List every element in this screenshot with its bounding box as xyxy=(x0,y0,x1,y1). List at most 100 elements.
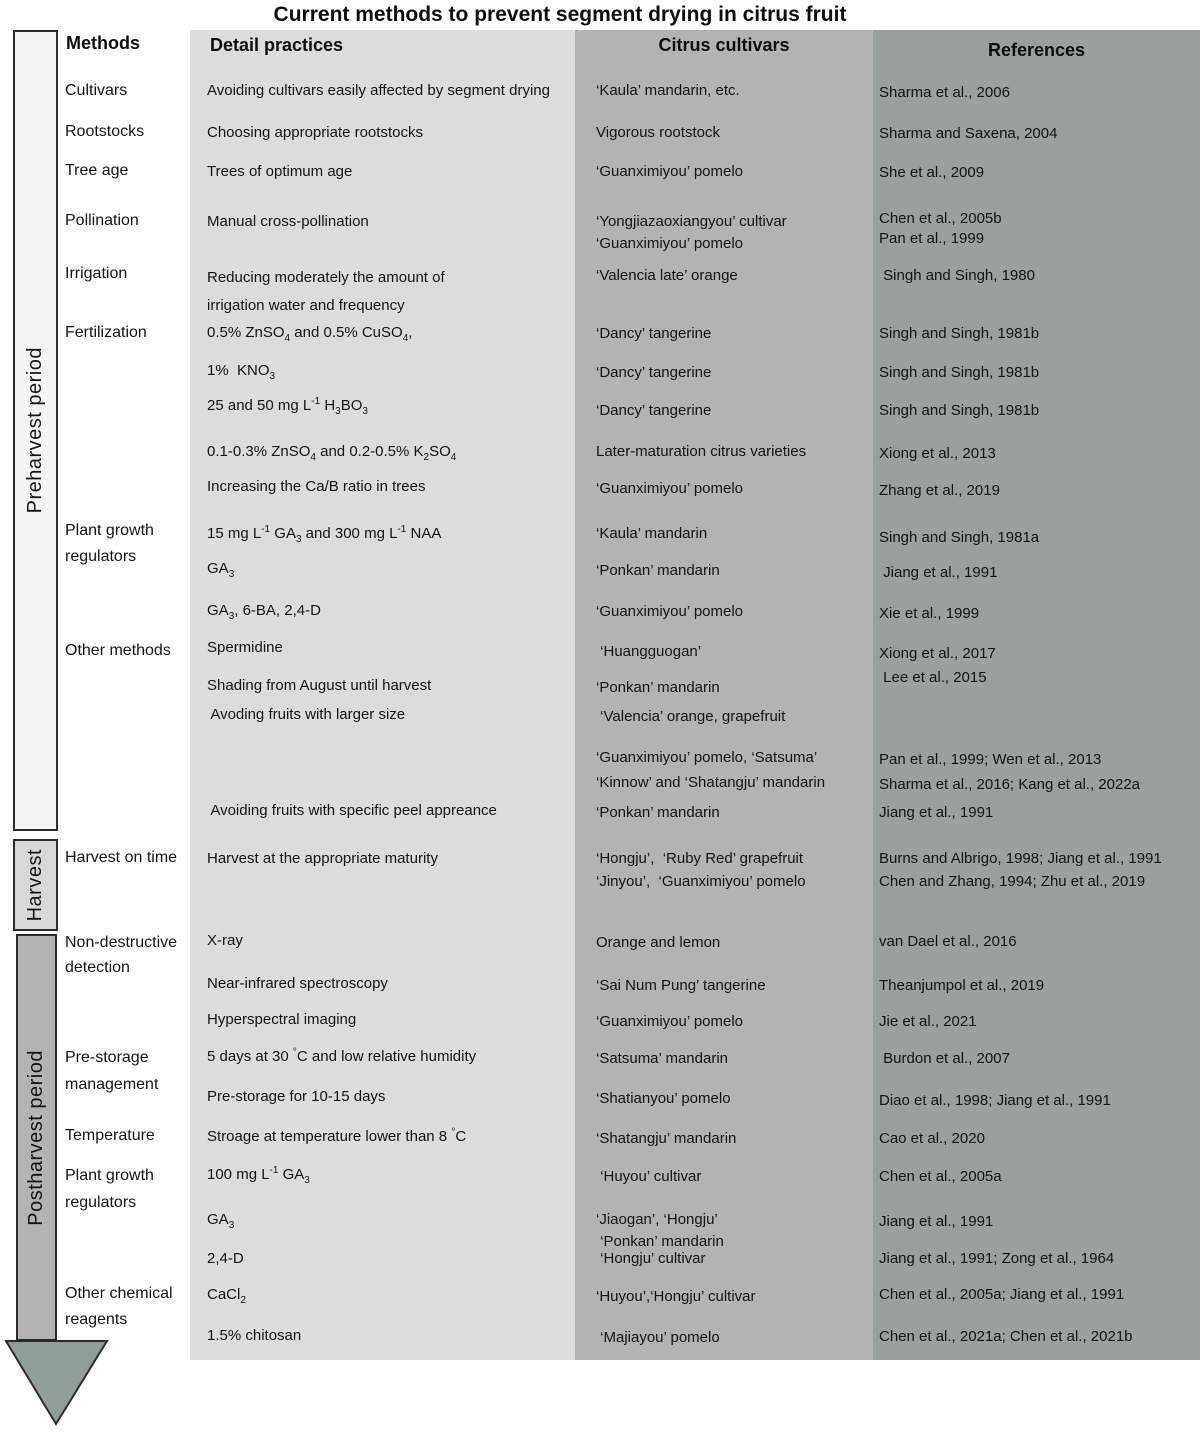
cultivars-cell: ‘Ponkan’ mandarin xyxy=(596,562,720,579)
practice-cell: 5 days at 30 °C and low relative humidit… xyxy=(207,1047,477,1066)
references-cell: Chen et al., 2021a; Chen et al., 2021b xyxy=(879,1328,1133,1345)
phase-label-harvest: Harvest xyxy=(24,848,46,922)
method-cell: Pollination xyxy=(65,212,139,229)
practice-cell: Spermidine xyxy=(207,639,283,656)
references-cell: Singh and Singh, 1980 xyxy=(879,267,1035,284)
cultivars-cell: ‘Guanximiyou’ pomelo xyxy=(596,603,744,620)
references-cell: Lee et al., 2015 xyxy=(879,669,987,686)
down-arrowhead-icon xyxy=(4,1340,109,1426)
practice-cell: CaCl2 xyxy=(207,1286,246,1306)
practice-cell: 0.1-0.3% ZnSO4 and 0.2-0.5% K2SO4 xyxy=(207,443,457,463)
cultivars-cell: ‘Huyou’,‘Hongju’ cultivar xyxy=(596,1288,756,1305)
practices-column-background xyxy=(190,30,575,1360)
references-cell: Jiang et al., 1991 xyxy=(879,804,994,821)
cultivars-cell: ‘Sai Num Pung’ tangerine xyxy=(596,977,766,994)
practice-cell: Stroage at temperature lower than 8 °C xyxy=(207,1127,467,1146)
practice-cell: GA3 xyxy=(207,1211,235,1231)
references-cell: Burdon et al., 2007 xyxy=(879,1050,1010,1067)
practice-cell: Choosing appropriate rootstocks xyxy=(207,124,423,141)
cultivars-column-background xyxy=(575,30,873,1360)
practice-cell: Trees of optimum age xyxy=(207,163,353,180)
cultivars-cell: ‘Valencia’ orange, grapefruit xyxy=(596,708,786,725)
method-cell: Other methods xyxy=(65,642,171,659)
practice-cell: GA3, 6-BA, 2,4-D xyxy=(207,602,321,622)
practice-cell: 25 and 50 mg L-1 H3BO3 xyxy=(207,396,368,417)
figure-title: Current methods to prevent segment dryin… xyxy=(273,3,847,26)
references-cell: van Dael et al., 2016 xyxy=(879,933,1017,950)
references-cell: Xie et al., 1999 xyxy=(879,605,980,622)
cultivars-cell: ‘Kaula’ mandarin xyxy=(596,525,708,542)
references-cell: Xiong et al., 2013 xyxy=(879,445,996,462)
references-cell: Jiang et al., 1991; Zong et al., 1964 xyxy=(879,1250,1115,1267)
practice-cell: Manual cross-pollination xyxy=(207,213,369,230)
practice-cell: 100 mg L-1 GA3 xyxy=(207,1165,310,1186)
cultivars-cell: ‘Guanximiyou’ pomelo xyxy=(596,480,744,497)
method-cell: Irrigation xyxy=(65,265,128,282)
practice-cell: X-ray xyxy=(207,932,243,949)
cultivars-cell: ‘Majiayou’ pomelo xyxy=(596,1329,720,1346)
references-cell: Burns and Albrigo, 1998; Jiang et al., 1… xyxy=(879,850,1162,890)
cultivars-cell: ‘Shatianyou’ pomelo xyxy=(596,1090,731,1107)
method-cell: Other chemical reagents xyxy=(65,1285,173,1328)
references-cell: Zhang et al., 2019 xyxy=(879,482,1000,499)
references-cell: Singh and Singh, 1981b xyxy=(879,402,1040,419)
cultivars-cell: ‘Huangguogan’ xyxy=(596,643,702,660)
practice-cell: Hyperspectral imaging xyxy=(207,1011,357,1028)
column-header-methods: Methods xyxy=(66,33,140,53)
practice-cell: 2,4-D xyxy=(207,1250,244,1267)
cultivars-cell: ‘Hongju’, ‘Ruby Red’ grapefruit ‘Jinyou’,… xyxy=(596,850,806,890)
cultivars-cell: ‘Ponkan’ mandarin xyxy=(596,804,720,821)
method-cell: Cultivars xyxy=(65,82,128,99)
method-cell: Tree age xyxy=(65,162,129,179)
references-cell: Diao et al., 1998; Jiang et al., 1991 xyxy=(879,1092,1111,1109)
cultivars-cell: ‘Shatangju’ mandarin xyxy=(596,1130,737,1147)
phase-arrow-postharvest: Postharvest period xyxy=(16,934,57,1341)
references-cell: She et al., 2009 xyxy=(879,164,985,181)
cultivars-cell: ‘Kaula’ mandarin, etc. xyxy=(596,82,740,99)
references-cell: Jiang et al., 1991 xyxy=(879,1213,994,1230)
practice-cell: Avoiding fruits with specific peel appre… xyxy=(207,802,497,819)
phase-box-preharvest: Preharvest period xyxy=(13,30,58,831)
references-cell: Cao et al., 2020 xyxy=(879,1130,985,1147)
cultivars-cell: Vigorous rootstock xyxy=(596,124,720,141)
references-cell: Xiong et al., 2017 xyxy=(879,645,996,662)
practice-cell: 1.5% chitosan xyxy=(207,1327,302,1344)
method-cell: Plant growth regulators xyxy=(65,1167,154,1211)
cultivars-cell: ‘Huyou’ cultivar xyxy=(596,1168,702,1185)
cultivars-cell: ‘Ponkan’ mandarin xyxy=(596,679,720,696)
references-column-background xyxy=(873,30,1200,1360)
references-cell: Chen et al., 2005b Pan et al., 1999 xyxy=(879,210,1002,247)
practice-cell: GA3 xyxy=(207,560,235,580)
practice-cell: Avoding fruits with larger size xyxy=(207,706,406,723)
cultivars-cell: ‘Dancy’ tangerine xyxy=(596,364,712,381)
practice-cell: Near-infrared spectroscopy xyxy=(207,975,388,992)
method-cell: Pre-storage management xyxy=(65,1049,159,1093)
references-cell: Sharma et al., 2006 xyxy=(879,84,1010,101)
practice-cell: 15 mg L-1 GA3 and 300 mg L-1 NAA xyxy=(207,524,442,545)
method-cell: Non-destructive detection xyxy=(65,934,178,976)
cultivars-cell: ‘Jiaogan’, ‘Hongju’ ‘Ponkan’ mandarin xyxy=(596,1211,724,1250)
practice-cell: Avoiding cultivars easily affected by se… xyxy=(207,82,550,99)
cultivars-cell: ‘Dancy’ tangerine xyxy=(596,402,712,419)
method-cell: Plant growth regulators xyxy=(65,522,154,565)
cultivars-cell: ‘Satsuma’ mandarin xyxy=(596,1050,729,1067)
cultivars-cell: Later-maturation citrus varieties xyxy=(596,443,807,460)
column-header-citrus-cultivars: Citrus cultivars xyxy=(658,35,790,55)
phase-box-harvest: Harvest xyxy=(13,839,58,931)
practice-cell: 0.5% ZnSO4 and 0.5% CuSO4, xyxy=(207,324,413,344)
references-cell: Sharma and Saxena, 2004 xyxy=(879,125,1058,142)
cultivars-cell: ‘Yongjiazaoxiangyou’ cultivar ‘Guanximiyo… xyxy=(596,213,787,252)
phase-label-preharvest: Preharvest period xyxy=(24,347,46,514)
references-cell: Chen et al., 2005a; Jiang et al., 1991 xyxy=(879,1286,1125,1303)
phase-label-postharvest: Postharvest period xyxy=(25,1049,47,1226)
practice-cell: Harvest at the appropriate maturity xyxy=(207,850,438,867)
cultivars-cell: ‘Guanximiyou’ pomelo xyxy=(596,163,744,180)
method-cell: Harvest on time xyxy=(65,849,178,866)
practice-cell: Increasing the Ca/B ratio in trees xyxy=(207,478,426,495)
column-header-detail-practices: Detail practices xyxy=(210,35,344,55)
cultivars-cell: ‘Hongju’ cultivar xyxy=(596,1250,706,1267)
references-cell: Theanjumpol et al., 2019 xyxy=(879,977,1045,994)
method-cell: Rootstocks xyxy=(65,123,145,140)
method-cell: Fertilization xyxy=(65,324,147,341)
